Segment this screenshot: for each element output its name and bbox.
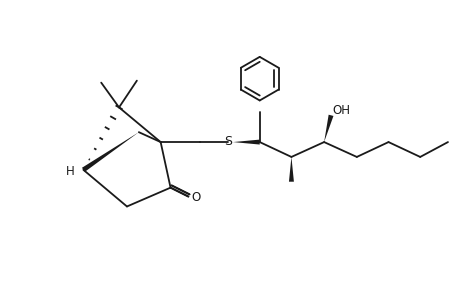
- Text: OH: OH: [331, 104, 349, 117]
- Text: H: H: [66, 165, 75, 178]
- Text: S: S: [224, 135, 231, 148]
- Polygon shape: [324, 115, 333, 142]
- Polygon shape: [82, 132, 139, 172]
- Polygon shape: [232, 140, 259, 145]
- Text: O: O: [191, 191, 201, 204]
- Polygon shape: [288, 157, 293, 182]
